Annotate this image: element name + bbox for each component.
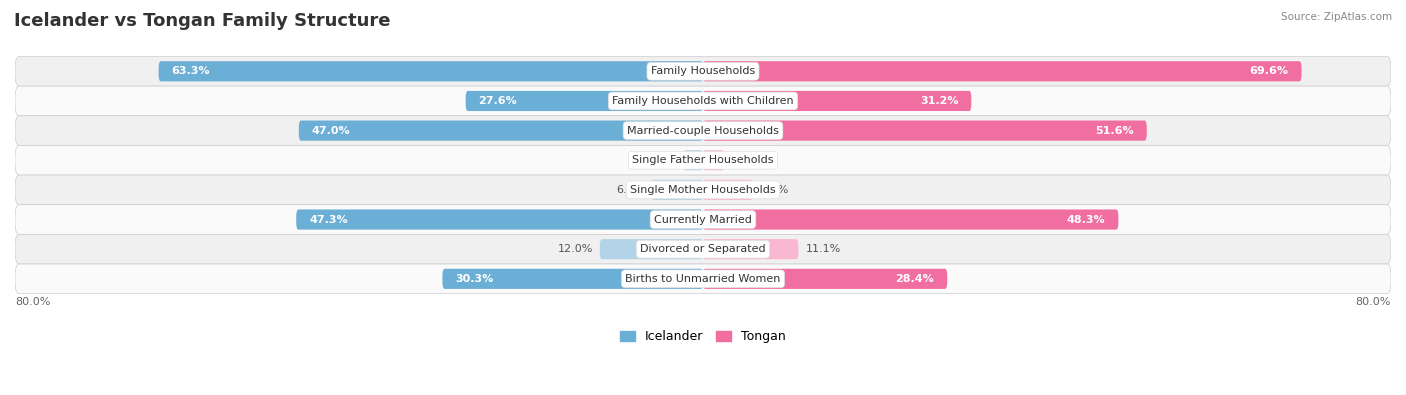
FancyBboxPatch shape xyxy=(703,91,972,111)
Text: Family Households with Children: Family Households with Children xyxy=(612,96,794,106)
FancyBboxPatch shape xyxy=(15,264,1391,293)
Text: Single Mother Households: Single Mother Households xyxy=(630,185,776,195)
FancyBboxPatch shape xyxy=(15,86,1391,116)
Text: 47.0%: 47.0% xyxy=(312,126,350,135)
Text: 5.8%: 5.8% xyxy=(759,185,789,195)
Text: 31.2%: 31.2% xyxy=(920,96,959,106)
FancyBboxPatch shape xyxy=(299,120,703,141)
Text: Source: ZipAtlas.com: Source: ZipAtlas.com xyxy=(1281,12,1392,22)
Text: 47.3%: 47.3% xyxy=(309,214,347,224)
Text: 27.6%: 27.6% xyxy=(478,96,517,106)
FancyBboxPatch shape xyxy=(443,269,703,289)
Text: 80.0%: 80.0% xyxy=(15,297,51,307)
Text: 2.3%: 2.3% xyxy=(648,155,676,165)
FancyBboxPatch shape xyxy=(159,61,703,81)
FancyBboxPatch shape xyxy=(15,234,1391,264)
Text: 6.0%: 6.0% xyxy=(616,185,644,195)
Text: 80.0%: 80.0% xyxy=(1355,297,1391,307)
Text: Currently Married: Currently Married xyxy=(654,214,752,224)
Text: Births to Unmarried Women: Births to Unmarried Women xyxy=(626,274,780,284)
Text: Single Father Households: Single Father Households xyxy=(633,155,773,165)
FancyBboxPatch shape xyxy=(651,180,703,200)
FancyBboxPatch shape xyxy=(15,175,1391,205)
Text: 51.6%: 51.6% xyxy=(1095,126,1133,135)
FancyBboxPatch shape xyxy=(703,239,799,259)
Text: 63.3%: 63.3% xyxy=(172,66,209,76)
FancyBboxPatch shape xyxy=(703,209,1118,229)
Text: 48.3%: 48.3% xyxy=(1067,214,1105,224)
FancyBboxPatch shape xyxy=(683,150,703,170)
FancyBboxPatch shape xyxy=(15,56,1391,86)
Text: 28.4%: 28.4% xyxy=(896,274,935,284)
Text: 11.1%: 11.1% xyxy=(806,244,841,254)
FancyBboxPatch shape xyxy=(15,205,1391,234)
FancyBboxPatch shape xyxy=(703,120,1147,141)
FancyBboxPatch shape xyxy=(297,209,703,229)
Text: Divorced or Separated: Divorced or Separated xyxy=(640,244,766,254)
FancyBboxPatch shape xyxy=(15,116,1391,145)
FancyBboxPatch shape xyxy=(15,145,1391,175)
Text: 69.6%: 69.6% xyxy=(1250,66,1289,76)
Text: 2.5%: 2.5% xyxy=(731,155,759,165)
Text: Family Households: Family Households xyxy=(651,66,755,76)
FancyBboxPatch shape xyxy=(703,269,948,289)
Text: 30.3%: 30.3% xyxy=(456,274,494,284)
FancyBboxPatch shape xyxy=(703,180,752,200)
Legend: Icelander, Tongan: Icelander, Tongan xyxy=(616,325,790,348)
FancyBboxPatch shape xyxy=(600,239,703,259)
FancyBboxPatch shape xyxy=(465,91,703,111)
FancyBboxPatch shape xyxy=(703,150,724,170)
Text: Married-couple Households: Married-couple Households xyxy=(627,126,779,135)
Text: Icelander vs Tongan Family Structure: Icelander vs Tongan Family Structure xyxy=(14,12,391,30)
Text: 12.0%: 12.0% xyxy=(558,244,593,254)
FancyBboxPatch shape xyxy=(703,61,1302,81)
